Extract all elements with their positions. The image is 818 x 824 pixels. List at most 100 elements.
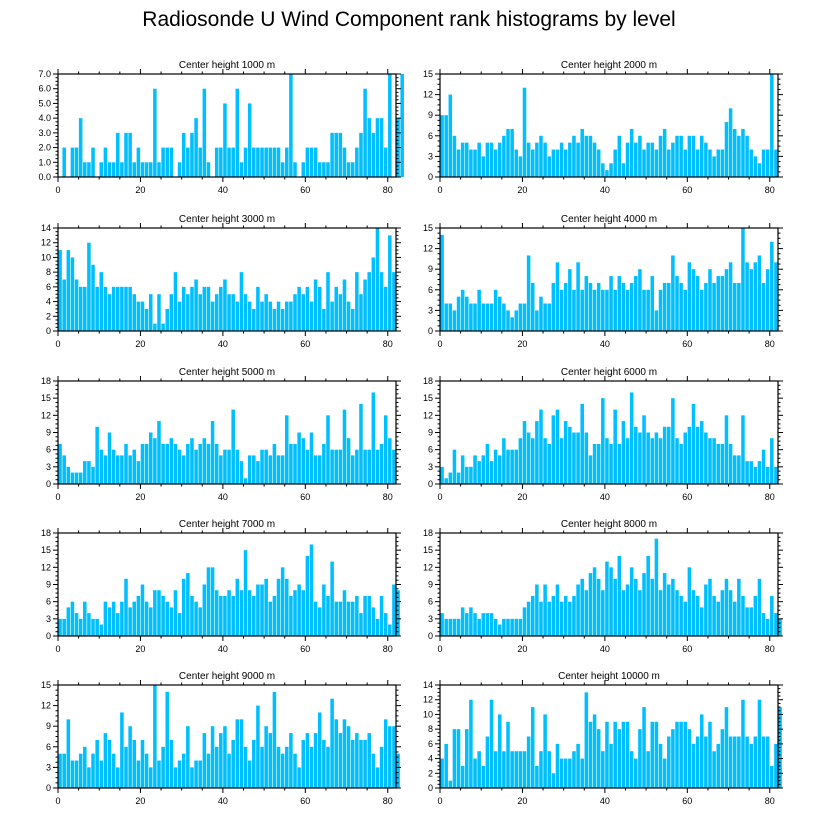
bar — [555, 584, 560, 636]
bar — [260, 301, 264, 331]
bar — [522, 87, 527, 177]
bar — [355, 595, 359, 636]
bar — [547, 751, 551, 788]
bar — [514, 618, 519, 636]
bar — [650, 721, 655, 788]
bar — [74, 760, 79, 788]
bar — [477, 461, 481, 484]
bar — [181, 578, 186, 636]
bar — [658, 135, 663, 177]
bar — [543, 438, 547, 484]
bar — [379, 118, 384, 177]
bar — [539, 751, 543, 788]
bar — [662, 128, 667, 177]
bar — [186, 147, 190, 177]
bar — [584, 135, 589, 177]
bar — [202, 438, 207, 484]
bar — [440, 115, 444, 177]
bar — [568, 426, 572, 484]
bar — [338, 294, 343, 331]
bar — [309, 432, 314, 484]
bar — [555, 409, 560, 484]
bar — [120, 162, 124, 177]
bar — [293, 162, 297, 177]
bar — [522, 303, 527, 331]
bar — [481, 303, 486, 331]
bar — [720, 276, 725, 331]
bar — [280, 308, 285, 331]
bar — [219, 147, 223, 177]
bar — [239, 590, 244, 636]
bar — [173, 590, 178, 636]
bar — [322, 162, 326, 177]
bar — [724, 707, 729, 788]
bar — [120, 286, 124, 331]
bar — [111, 601, 116, 636]
bar — [440, 234, 444, 331]
bar — [87, 461, 91, 484]
bar — [367, 733, 371, 788]
bar — [153, 685, 157, 788]
x-tick-label: 40 — [218, 492, 228, 502]
bar — [683, 149, 688, 177]
bar — [235, 449, 240, 484]
bar — [214, 443, 219, 484]
bar — [136, 147, 141, 177]
bar — [498, 714, 502, 788]
bar — [252, 147, 256, 177]
bar — [280, 455, 285, 484]
bar — [136, 461, 141, 484]
bar — [247, 103, 252, 177]
bar — [596, 443, 601, 484]
bar — [338, 733, 343, 788]
bar — [334, 719, 338, 788]
y-tick-label: 12 — [423, 695, 433, 705]
y-tick-label: 3 — [46, 614, 51, 624]
bar — [679, 282, 683, 331]
panel-title: Center height 1000 m — [179, 60, 275, 71]
x-tick-label: 80 — [765, 492, 775, 502]
bar — [547, 601, 551, 636]
bar — [761, 282, 766, 331]
bar — [301, 590, 306, 636]
bar — [625, 438, 630, 484]
bar — [169, 739, 174, 788]
x-tick-label: 80 — [765, 644, 775, 654]
x-tick-label: 20 — [135, 185, 145, 195]
bar — [161, 746, 165, 788]
bar — [392, 726, 396, 788]
y-tick-label: 9 — [428, 580, 433, 590]
bar — [728, 443, 733, 484]
bar — [293, 443, 297, 484]
bar — [334, 286, 338, 331]
bar — [535, 765, 539, 788]
bar — [621, 282, 626, 331]
x-tick-label: 80 — [765, 796, 775, 806]
bar — [107, 432, 112, 484]
bar — [363, 279, 367, 331]
bar — [625, 142, 630, 177]
bar — [334, 601, 338, 636]
x-tick-label: 20 — [135, 339, 145, 349]
bar — [338, 132, 343, 177]
y-tick-label: 12 — [423, 562, 433, 572]
bar — [206, 753, 211, 788]
bar — [465, 296, 469, 331]
panel-title: Center height 5000 m — [179, 367, 275, 378]
bar — [448, 618, 453, 636]
y-tick-label: 6 — [428, 597, 433, 607]
bar — [235, 578, 240, 636]
y-tick-label: 0 — [46, 479, 51, 489]
bar — [741, 595, 745, 636]
bar — [309, 544, 314, 636]
bar — [350, 455, 355, 484]
bar — [190, 438, 194, 484]
x-tick-label: 80 — [765, 339, 775, 349]
bar — [285, 578, 289, 636]
panel-6: Center height 6000 m 0 3 6 9 12 15 18 0 20 40 60 80 — [423, 367, 783, 502]
bar — [452, 310, 457, 331]
x-tick-label: 80 — [383, 644, 393, 654]
bar — [169, 147, 174, 177]
bar — [103, 733, 108, 788]
bar — [770, 595, 774, 636]
